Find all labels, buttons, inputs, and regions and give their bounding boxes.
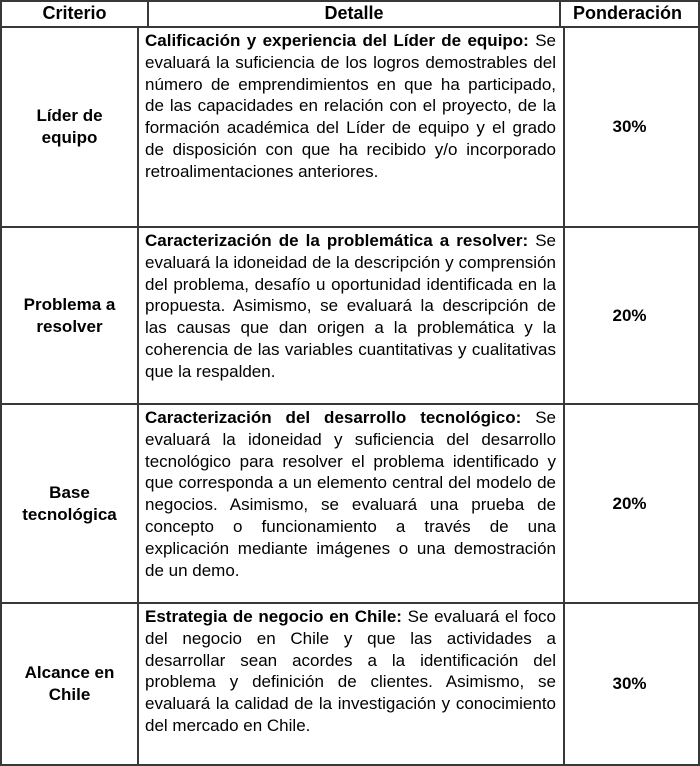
detalle-cell: Caracterización de la problemática a res… xyxy=(137,228,563,403)
detalle-cell: Calificación y experiencia del Líder de … xyxy=(137,28,563,226)
criterio-cell: Líder de equipo xyxy=(36,106,103,147)
detalle-cell: Estrategia de negocio en Chile: Se evalu… xyxy=(137,604,563,764)
detalle-lead-text: Caracterización del desarrollo tecnológi… xyxy=(145,408,522,427)
table-row: Base tecnológica Caracterización del des… xyxy=(2,403,698,602)
criterio-cell: Base tecnológica xyxy=(22,482,117,524)
detalle-lead-text: Calificación y experiencia del Líder de … xyxy=(145,31,529,50)
ponderacion-cell: 30% xyxy=(563,28,694,226)
table-row: Alcance en Chile Estrategia de negocio e… xyxy=(2,602,698,764)
table-row: Problema a resolver Caracterización de l… xyxy=(2,226,698,403)
header-criterio: Criterio xyxy=(42,3,107,23)
criterio-cell: Problema a resolver xyxy=(23,294,116,336)
detalle-lead-text: Caracterización de la problemática a res… xyxy=(145,231,529,250)
detalle-body-text: Se evaluará la idoneidad de la descripci… xyxy=(145,231,556,381)
detalle-body-text: Se evaluará la suficiencia de los logros… xyxy=(145,31,556,181)
ponderacion-cell: 20% xyxy=(563,405,694,602)
header-ponderacion: Ponderación xyxy=(559,2,694,26)
detalle-body-text: Se evaluará el foco del negocio en Chile… xyxy=(145,607,556,735)
table-header-row: Criterio Detalle Ponderación xyxy=(2,2,698,26)
ponderacion-cell: 20% xyxy=(563,228,694,403)
detalle-cell: Caracterización del desarrollo tecnológi… xyxy=(137,405,563,602)
table-row: Líder de equipo Calificación y experienc… xyxy=(2,26,698,226)
detalle-lead-text: Estrategia de negocio en Chile: xyxy=(145,607,402,626)
criterio-cell: Alcance en Chile xyxy=(24,663,115,704)
detalle-body-text: Se evaluará la idoneidad y suficiencia d… xyxy=(145,408,556,580)
header-detalle: Detalle xyxy=(147,2,559,26)
ponderacion-cell: 30% xyxy=(563,604,694,764)
